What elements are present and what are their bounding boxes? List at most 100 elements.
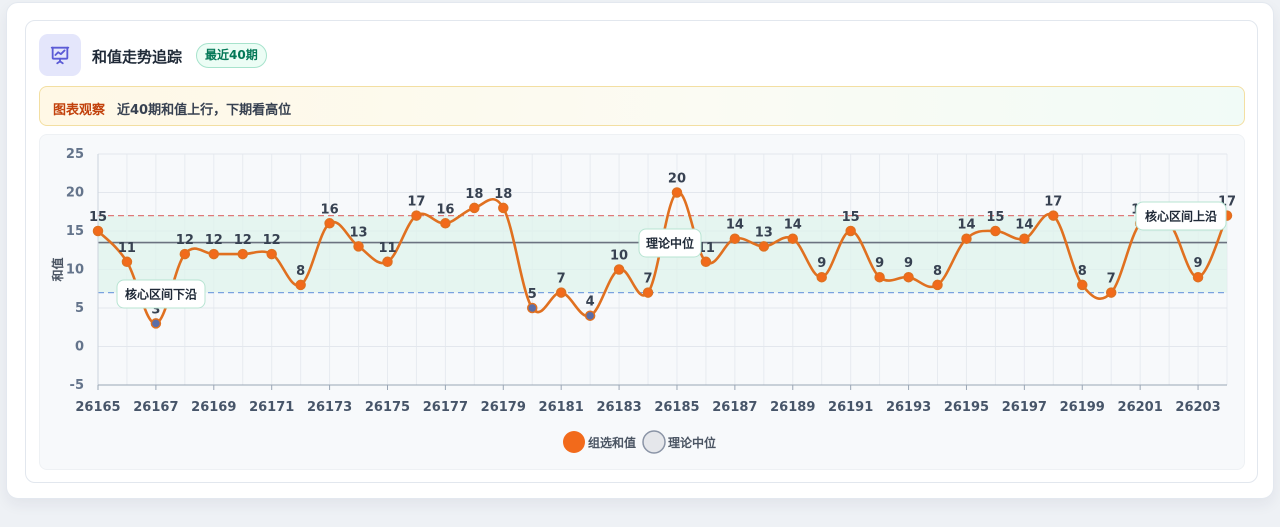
data-label: 7 bbox=[1107, 272, 1116, 287]
data-label: 18 bbox=[465, 187, 483, 202]
x-tick-label: 26183 bbox=[596, 400, 641, 415]
x-tick-label: 26203 bbox=[1175, 400, 1220, 415]
y-tick-label: 25 bbox=[66, 147, 84, 162]
data-label: 13 bbox=[755, 225, 773, 240]
legend-label-sum: 组选和值 bbox=[588, 435, 636, 450]
card-title: 和值走势追踪 bbox=[92, 48, 183, 66]
data-label: 17 bbox=[407, 195, 425, 210]
data-label: 7 bbox=[644, 272, 653, 287]
upper-edge-callout: 核心区间上沿 bbox=[1135, 201, 1227, 231]
observation-text: 近40期和值上行，下期看高位 bbox=[117, 103, 292, 118]
y-axis-title: 和值 bbox=[50, 257, 65, 282]
data-label: 9 bbox=[1194, 256, 1203, 271]
lower-edge-callout: 核心区间下沿 bbox=[116, 279, 206, 309]
data-point bbox=[758, 241, 770, 252]
x-tick-label: 26167 bbox=[133, 400, 178, 415]
data-label: 8 bbox=[296, 264, 305, 279]
page-panel: 和值走势追踪 最近40期 图表观察 近40期和值上行，下期看高位 -5 0 5 10 1… bbox=[6, 2, 1274, 499]
presentation-chart-icon bbox=[39, 34, 81, 76]
median-callout: 理论中位 bbox=[638, 228, 702, 258]
data-point bbox=[642, 287, 654, 298]
data-label: 7 bbox=[557, 272, 566, 287]
observation-banner: 图表观察 近40期和值上行，下期看高位 bbox=[39, 86, 1245, 126]
data-label: 15 bbox=[986, 210, 1004, 225]
data-label: 14 bbox=[1015, 218, 1033, 233]
data-label: 8 bbox=[933, 264, 942, 279]
data-point bbox=[1192, 271, 1204, 283]
data-point bbox=[266, 248, 277, 260]
data-label: 15 bbox=[89, 210, 107, 225]
chart-area: -5 0 5 10 15 20 25 和值 26165 26167 26169 26171 26173 2… bbox=[39, 134, 1245, 470]
y-tick-label: 0 bbox=[75, 340, 84, 355]
data-point bbox=[932, 279, 943, 291]
data-point bbox=[584, 310, 596, 321]
x-tick-label: 26187 bbox=[712, 400, 757, 415]
period-badge: 最近40期 bbox=[196, 43, 267, 68]
x-tick-label: 26197 bbox=[1002, 400, 1047, 415]
x-tick-label: 26165 bbox=[75, 400, 120, 415]
data-point bbox=[324, 218, 335, 229]
data-point bbox=[295, 279, 306, 291]
legend-label-median: 理论中位 bbox=[668, 435, 716, 450]
data-label: 3 bbox=[151, 302, 160, 317]
data-point bbox=[816, 271, 827, 283]
data-label: 14 bbox=[784, 218, 802, 233]
x-tick-label: 26179 bbox=[481, 400, 526, 415]
data-point bbox=[787, 233, 799, 244]
data-point bbox=[729, 233, 741, 244]
data-point bbox=[440, 218, 451, 229]
x-tick-label: 26181 bbox=[539, 400, 584, 415]
y-tick-label: 10 bbox=[66, 263, 84, 278]
data-label: 9 bbox=[875, 256, 884, 271]
data-point bbox=[411, 210, 422, 221]
sum-trend-card: 和值走势追踪 最近40期 图表观察 近40期和值上行，下期看高位 -5 0 5 10 1… bbox=[25, 20, 1258, 483]
data-label: 4 bbox=[586, 295, 595, 310]
x-tick-label: 26171 bbox=[249, 400, 294, 415]
data-point bbox=[874, 271, 885, 283]
data-point bbox=[526, 302, 538, 314]
data-point bbox=[700, 256, 712, 268]
data-point bbox=[179, 248, 191, 260]
data-label: 8 bbox=[1078, 264, 1087, 279]
data-point bbox=[498, 202, 509, 214]
data-point bbox=[469, 202, 480, 214]
x-tick-label: 26195 bbox=[944, 400, 989, 415]
data-label: 11 bbox=[118, 241, 136, 256]
x-tick-label: 26177 bbox=[423, 400, 468, 415]
svg-text:理论中位: 理论中位 bbox=[646, 236, 694, 251]
data-point bbox=[903, 271, 914, 283]
data-label: 15 bbox=[842, 210, 860, 225]
data-label: 20 bbox=[668, 172, 686, 187]
x-tick-label: 26175 bbox=[365, 400, 410, 415]
x-tick-label: 26193 bbox=[886, 400, 931, 415]
data-label: 17 bbox=[1044, 195, 1062, 210]
x-tick-label: 26169 bbox=[191, 400, 236, 415]
observation-label: 图表观察 bbox=[53, 103, 106, 118]
data-label: 13 bbox=[349, 225, 367, 240]
data-label: 11 bbox=[378, 241, 396, 256]
y-tick-label: 5 bbox=[75, 301, 84, 316]
data-point bbox=[990, 225, 1001, 237]
x-tick-label: 26191 bbox=[828, 400, 873, 415]
svg-text:核心区间下沿: 核心区间下沿 bbox=[125, 287, 197, 302]
data-point bbox=[1077, 279, 1088, 291]
legend-swatch-median bbox=[642, 430, 666, 454]
svg-text:核心区间上沿: 核心区间上沿 bbox=[1145, 209, 1217, 224]
data-label: 10 bbox=[610, 249, 628, 264]
data-label: 12 bbox=[176, 233, 194, 248]
data-point bbox=[1048, 210, 1059, 221]
data-label: 14 bbox=[726, 218, 744, 233]
data-point bbox=[555, 287, 567, 298]
data-point bbox=[92, 225, 104, 237]
x-tick-label: 26185 bbox=[654, 400, 699, 415]
sum-line-chart: -5 0 5 10 15 20 25 和值 26165 26167 26169 26171 26173 2… bbox=[50, 147, 1236, 454]
data-label: 12 bbox=[205, 233, 223, 248]
data-label: 5 bbox=[528, 287, 537, 302]
x-tick-label: 26201 bbox=[1118, 400, 1163, 415]
y-tick-label: 20 bbox=[66, 186, 84, 201]
data-label: 16 bbox=[436, 202, 454, 217]
y-tick-label: 15 bbox=[66, 224, 84, 239]
data-point bbox=[208, 248, 220, 260]
x-tick-label: 26199 bbox=[1060, 400, 1105, 415]
data-label: 12 bbox=[234, 233, 252, 248]
